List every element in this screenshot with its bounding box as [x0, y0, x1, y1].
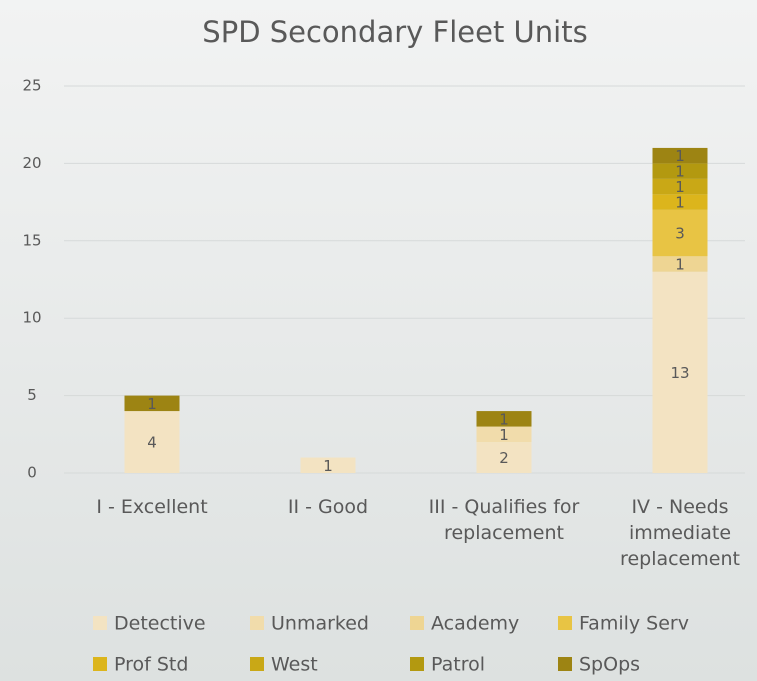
- bar-segment: [124, 395, 180, 412]
- x-tick-label: III - Qualifies for replacement: [428, 496, 580, 544]
- data-label: 1: [675, 194, 685, 212]
- x-tick-label: II - Good: [287, 496, 369, 518]
- legend-swatch: [93, 616, 107, 630]
- data-label: 2: [499, 449, 509, 467]
- y-tick-label: 5: [27, 386, 37, 404]
- chart-title: SPD Secondary Fleet Units: [202, 15, 587, 49]
- legend-swatch: [250, 657, 264, 671]
- y-tick-label: 25: [22, 77, 41, 95]
- legend-swatch: [93, 657, 107, 671]
- legend-label: Patrol: [431, 654, 485, 676]
- bar-segment: [652, 163, 708, 179]
- bar-segment: [652, 209, 708, 257]
- bar-segment: [652, 194, 708, 210]
- bar-segment: [652, 147, 708, 164]
- data-label: 1: [147, 395, 157, 413]
- x-tick-label: IV - Needs immediate replacement: [620, 496, 740, 570]
- bar-segment: [476, 442, 532, 473]
- y-tick-label: 0: [27, 464, 37, 482]
- data-label: 1: [499, 426, 509, 444]
- data-label: 1: [675, 178, 685, 196]
- data-label: 1: [675, 163, 685, 181]
- data-label: 1: [323, 457, 333, 475]
- bar-segment: [476, 426, 532, 443]
- legend-label: Detective: [114, 613, 206, 635]
- data-label: 3: [675, 225, 685, 243]
- data-label: 1: [675, 256, 685, 274]
- legend-swatch: [558, 616, 572, 630]
- data-label: 1: [499, 410, 509, 428]
- legend-swatch: [410, 657, 424, 671]
- legend-label: SpOps: [579, 654, 640, 676]
- legend-swatch: [250, 616, 264, 630]
- legend-swatch: [558, 657, 572, 671]
- data-label: 13: [670, 364, 689, 382]
- bar-segment: [652, 256, 708, 272]
- legend-label: West: [271, 654, 318, 676]
- y-tick-label: 15: [22, 231, 41, 249]
- legend-label: Family Serv: [579, 613, 689, 635]
- legend-swatch: [410, 616, 424, 630]
- legend-label: Unmarked: [271, 613, 369, 635]
- legend-label: Prof Std: [114, 654, 188, 676]
- data-label: 4: [147, 434, 157, 452]
- bar-segment: [300, 457, 356, 473]
- y-tick-label: 20: [22, 154, 41, 172]
- data-label: 1: [675, 147, 685, 165]
- bar-segment: [652, 178, 708, 195]
- bar-segment: [476, 411, 532, 427]
- y-tick-label: 10: [22, 309, 41, 327]
- x-tick-label: I - Excellent: [96, 496, 208, 518]
- bar-segment: [652, 271, 708, 473]
- bar-segment: [124, 411, 180, 473]
- legend-label: Academy: [431, 613, 519, 635]
